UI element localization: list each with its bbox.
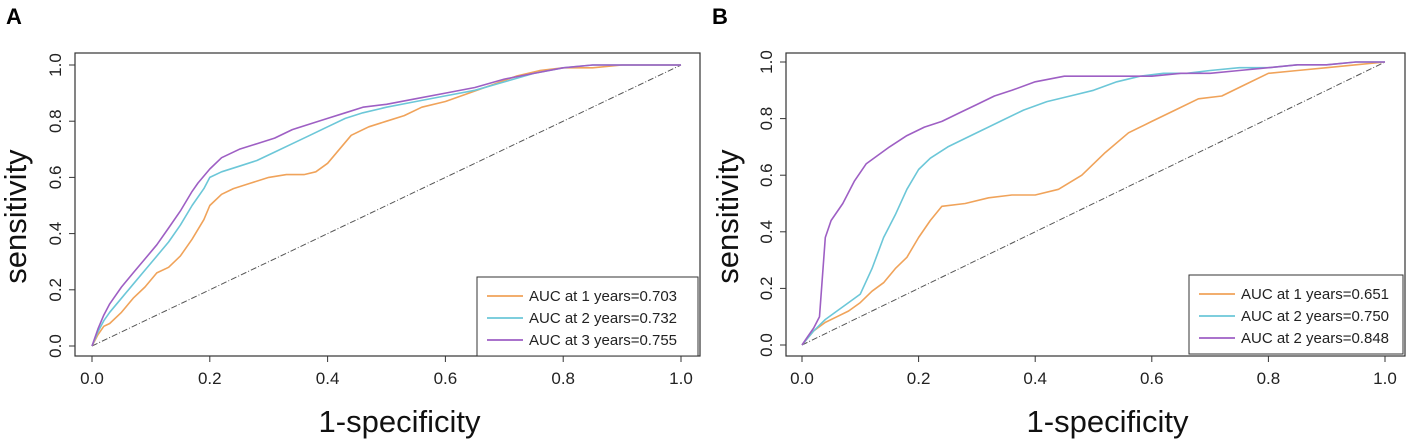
legend-label: AUC at 1 years=0.651 xyxy=(1241,286,1389,303)
x-tick-label: 0.0 xyxy=(790,369,814,388)
legend-label: AUC at 2 years=0.732 xyxy=(529,310,677,327)
y-tick-label: 0.2 xyxy=(757,277,776,301)
y-tick-label: 0.4 xyxy=(757,220,776,244)
x-tick-label: 0.6 xyxy=(1140,369,1164,388)
x-tick-label: 0.6 xyxy=(434,369,458,388)
series-line-3 xyxy=(91,64,681,347)
x-tick-label: 1.0 xyxy=(669,369,693,388)
plot-frame xyxy=(785,52,1406,357)
legend-label: AUC at 2 years=0.848 xyxy=(1241,330,1389,347)
diagonal-reference-line xyxy=(91,64,682,347)
diagonal-reference-line xyxy=(801,61,1386,346)
x-tick-label: 1.0 xyxy=(1373,369,1397,388)
y-tick-label: 0.0 xyxy=(757,333,776,357)
legend-label: AUC at 3 years=0.755 xyxy=(529,332,677,349)
panel-label: A xyxy=(6,4,22,29)
chart-panel-b: B 0.0 0.2 0.4 0.6 0.8 1.0 0.0 0.2 0.4 0.6 0.8 1.0 1-s… xyxy=(710,4,1406,439)
y-axis-title: sensitivity xyxy=(710,149,745,284)
y-tick-label: 1.0 xyxy=(757,50,776,74)
x-tick-label: 0.4 xyxy=(316,369,340,388)
x-tick-label: 0.2 xyxy=(907,369,931,388)
series-line-2 xyxy=(91,64,681,347)
y-tick-label: 1.0 xyxy=(46,53,65,77)
legend-box xyxy=(1188,274,1404,355)
y-tick-label: 0.4 xyxy=(46,222,65,246)
legend-box xyxy=(476,276,699,357)
y-axis-title: sensitivity xyxy=(0,149,33,284)
x-axis-title: 1-specificity xyxy=(319,404,481,439)
x-tick-label: 0.8 xyxy=(1257,369,1281,388)
x-tick-label: 0.4 xyxy=(1023,369,1047,388)
y-tick-label: 0.8 xyxy=(757,107,776,131)
x-axis-title: 1-specificity xyxy=(1027,404,1189,439)
y-tick-label: 0.6 xyxy=(46,166,65,190)
chart-panel-a: A 0.0 0.2 0.4 0.6 0.8 1.0 0.0 0.2 0.4 0.6 0.8 1.0 1-s… xyxy=(0,4,701,439)
x-tick-label: 0.2 xyxy=(198,369,222,388)
legend-label: AUC at 2 years=0.750 xyxy=(1241,308,1389,325)
legend: AUC at 1 years=0.651 AUC at 2 years=0.750… xyxy=(1188,274,1404,355)
x-tick-label: 0.8 xyxy=(551,369,575,388)
series-line-2 xyxy=(801,61,1385,346)
panel-label: B xyxy=(712,4,728,29)
y-tick-label: 0.0 xyxy=(46,334,65,358)
legend-label: AUC at 1 years=0.703 xyxy=(529,288,677,305)
series-line-1 xyxy=(801,61,1386,346)
legend: AUC at 1 years=0.703 AUC at 2 years=0.732… xyxy=(476,276,699,357)
y-tick-label: 0.6 xyxy=(757,163,776,187)
y-tick-label: 0.8 xyxy=(46,109,65,133)
plot-frame xyxy=(74,52,701,357)
y-tick-label: 0.2 xyxy=(46,278,65,302)
x-tick-label: 0.0 xyxy=(80,369,104,388)
series-line-3 xyxy=(801,61,1385,346)
